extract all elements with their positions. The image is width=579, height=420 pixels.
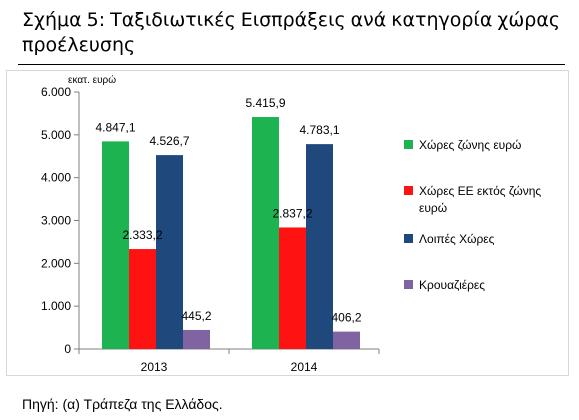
caption-word: Ταξιδιωτικές xyxy=(110,9,236,31)
bar xyxy=(279,227,306,349)
caption-word: κατηγορία xyxy=(391,9,493,31)
y-tick-label: 0 xyxy=(64,342,71,356)
caption-line-2: προέλευσης xyxy=(22,34,136,56)
x-tick-label: 2013 xyxy=(141,360,168,374)
legend-label: Κρουαζιέρες xyxy=(419,278,485,292)
data-label: 406,2 xyxy=(331,311,361,325)
data-label: 5.415,9 xyxy=(245,96,285,110)
data-label: 445,2 xyxy=(181,309,211,323)
legend-swatch xyxy=(404,280,413,289)
legend-label: Χώρες ΕΕ εκτός ζώνης xyxy=(419,184,541,198)
caption-word: ανά xyxy=(350,9,387,31)
data-label: 2.333,2 xyxy=(122,228,162,242)
caption-word: χώρας xyxy=(497,9,560,31)
y-tick-label: 4.000 xyxy=(41,171,71,185)
bar xyxy=(333,331,360,349)
data-label: 4.847,1 xyxy=(95,120,135,134)
bar xyxy=(156,155,183,349)
caption-word: 5: xyxy=(86,9,106,31)
legend-swatch xyxy=(404,140,413,149)
chart-frame xyxy=(6,70,569,376)
y-tick-label: 2.000 xyxy=(41,256,71,270)
caption-word: Σχήμα xyxy=(22,9,82,31)
caption-divider xyxy=(18,64,565,65)
source-note: Πηγή: (α) Τράπεζα της Ελλάδος. xyxy=(22,396,223,412)
bar xyxy=(102,141,129,349)
y-tick-label: 3.000 xyxy=(41,214,71,228)
figure-caption: Σχήμα 5: Ταξιδιωτικές Εισπράξεις ανά κατ… xyxy=(22,8,560,58)
bar xyxy=(306,144,333,349)
y-tick-label: 6.000 xyxy=(41,85,71,99)
caption-line-1: Σχήμα 5: Ταξιδιωτικές Εισπράξεις ανά κατ… xyxy=(22,8,560,33)
x-tick-label: 2014 xyxy=(291,360,318,374)
caption-word: Εισπράξεις xyxy=(240,9,346,31)
y-axis-label: εκατ. ευρώ xyxy=(68,74,116,86)
data-label: 4.783,1 xyxy=(299,123,339,137)
legend-swatch xyxy=(404,234,413,243)
y-tick-label: 1.000 xyxy=(41,299,71,313)
data-label: 4.526,7 xyxy=(149,134,189,148)
legend-swatch xyxy=(404,186,413,195)
data-label: 2.837,2 xyxy=(272,206,312,220)
bar xyxy=(129,249,156,349)
y-tick-label: 5.000 xyxy=(41,128,71,142)
legend-label: Χώρες ζώνης ευρώ xyxy=(419,138,521,152)
legend-label: Λοιπές Χώρες xyxy=(419,232,495,246)
bar xyxy=(252,117,279,349)
legend-label: ευρώ xyxy=(419,201,447,215)
bar xyxy=(183,329,210,349)
